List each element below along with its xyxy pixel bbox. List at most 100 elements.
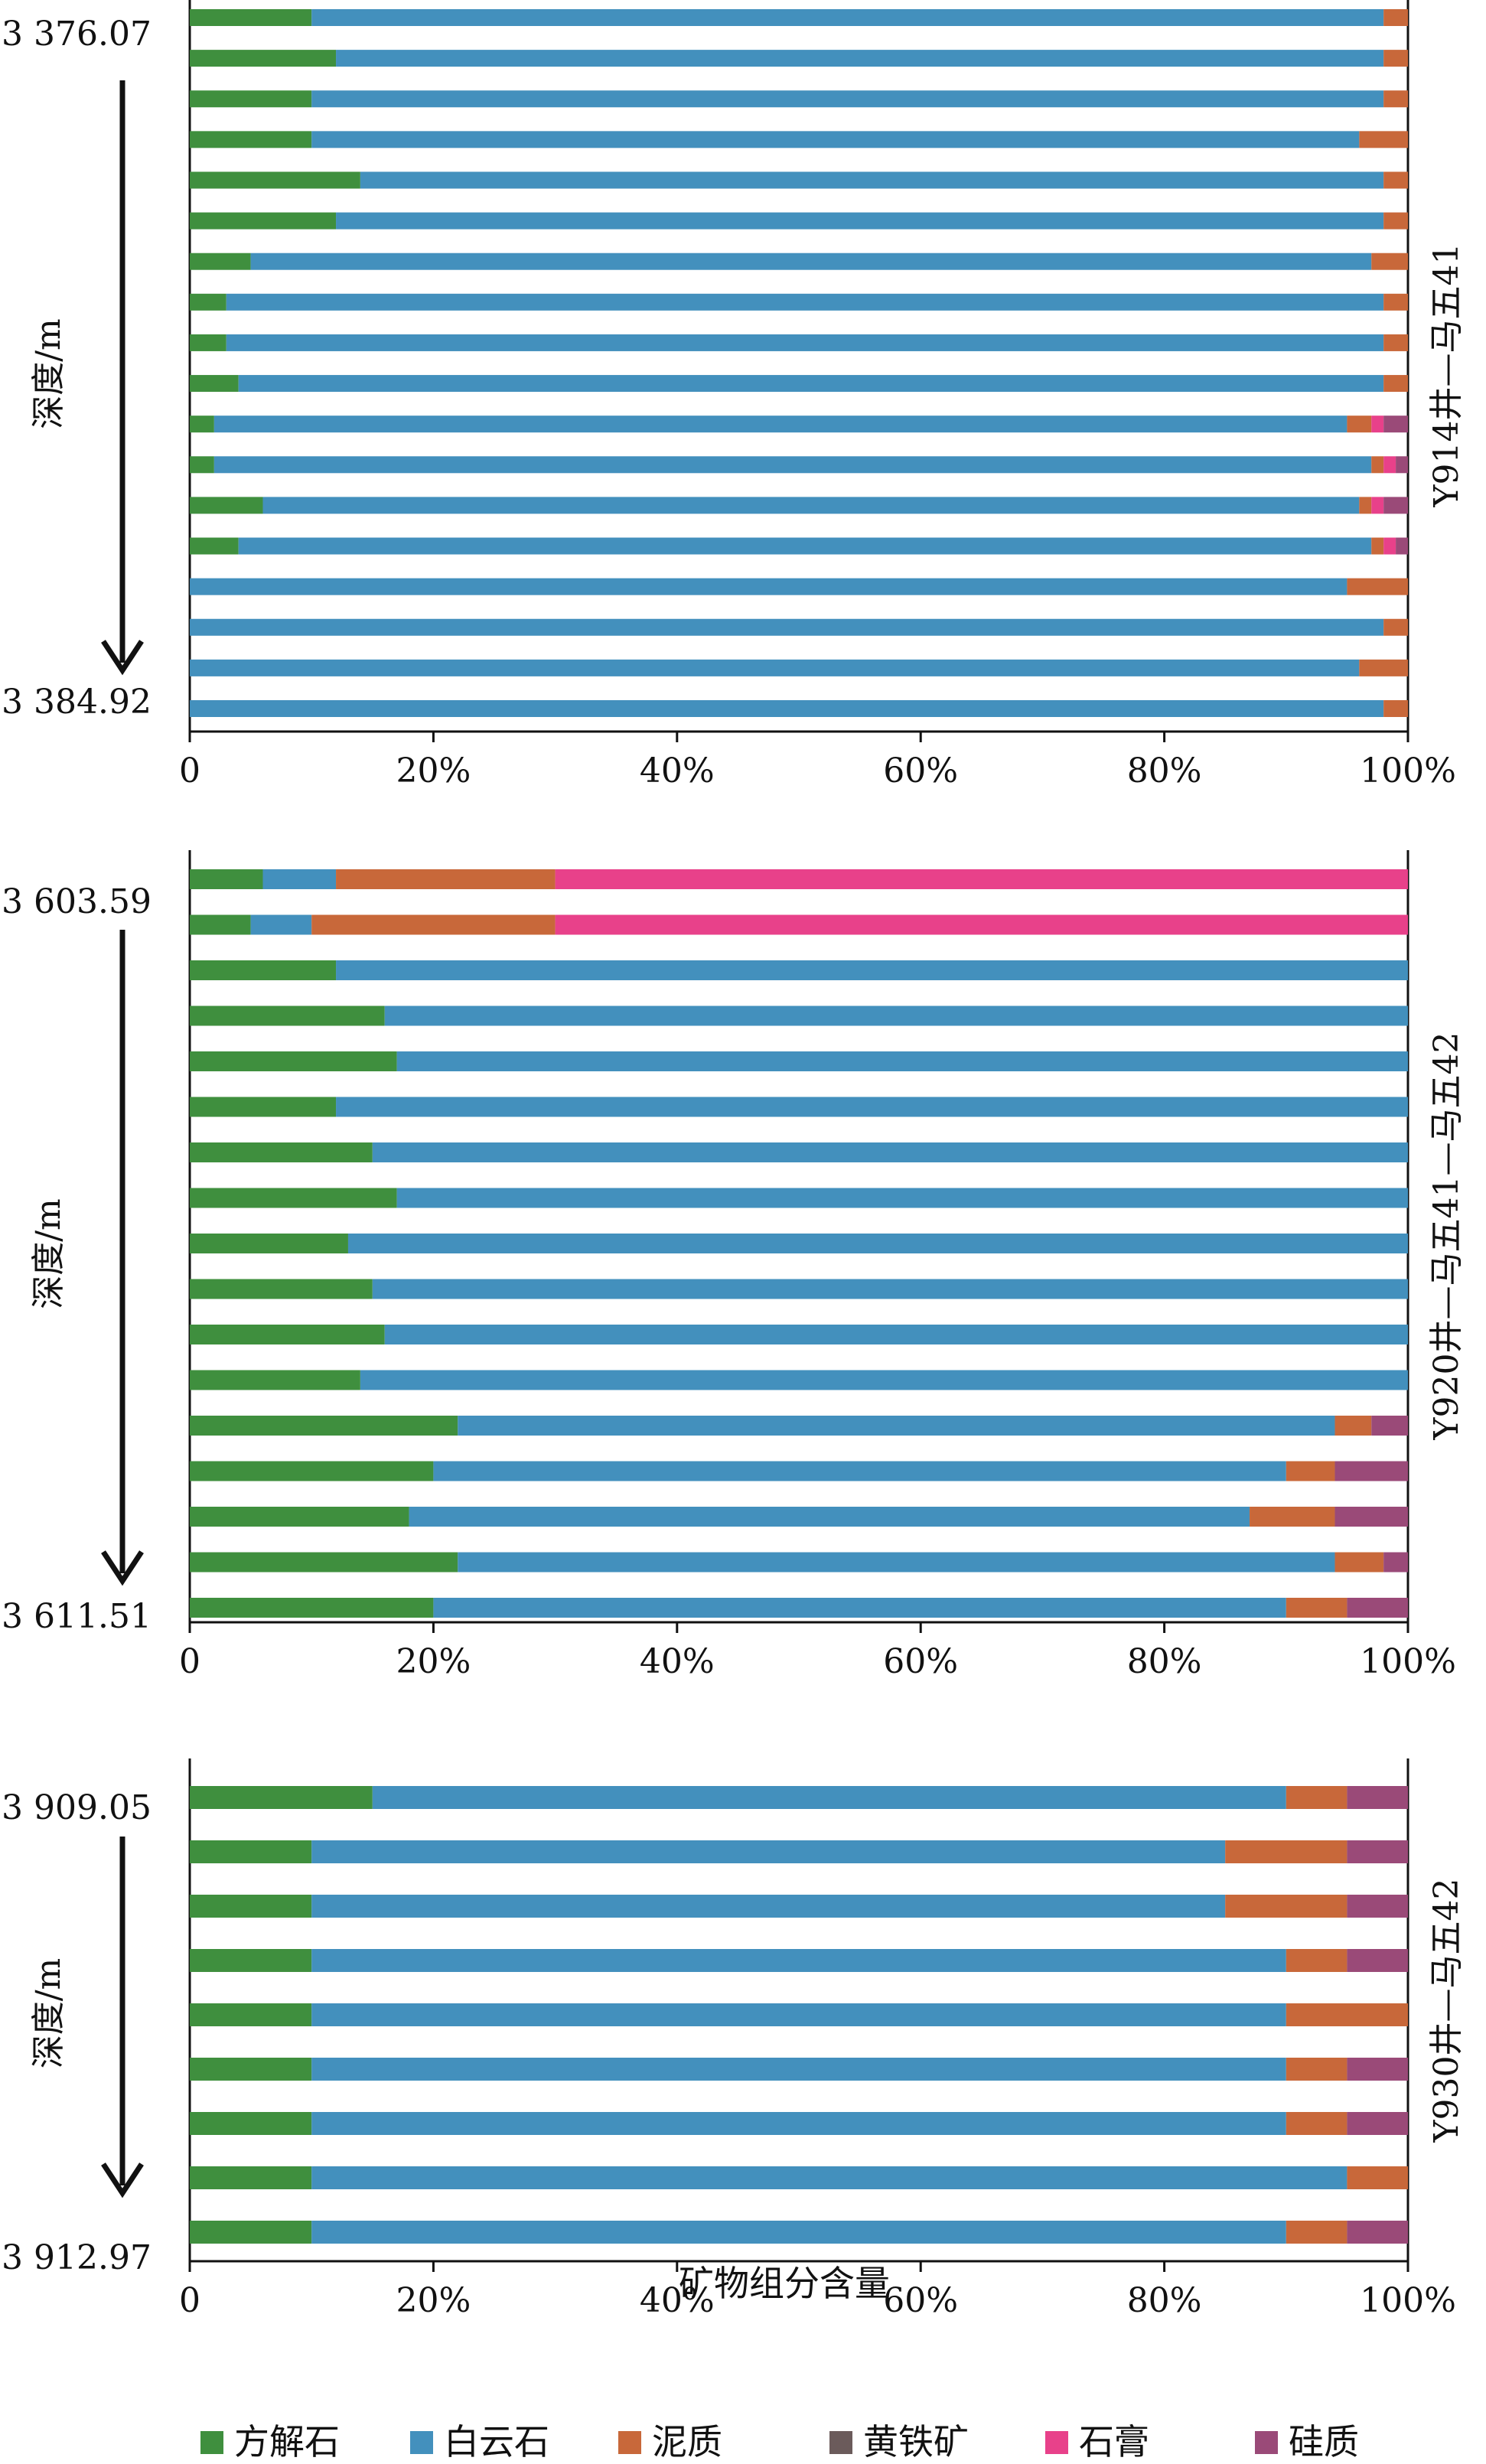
bar-segment-calcite bbox=[190, 1552, 458, 1573]
bar-segment-mudstone bbox=[1286, 2058, 1348, 2081]
bar-segment-dolomite bbox=[433, 1461, 1286, 1481]
bar-segment-gypsum bbox=[1383, 537, 1396, 555]
bar-segment-calcite bbox=[190, 1142, 373, 1162]
bar-segment-calcite bbox=[190, 456, 214, 474]
stacked-bar-row bbox=[190, 497, 1408, 514]
legend-swatch bbox=[618, 2431, 641, 2454]
bar-segment-dolomite bbox=[226, 334, 1384, 351]
bar-segment-dolomite bbox=[372, 1142, 1408, 1162]
bar-segment-mudstone bbox=[1225, 1895, 1348, 1918]
stacked-bar-row bbox=[190, 1097, 1408, 1117]
y-axis-title: 深度/m bbox=[29, 318, 68, 429]
legend-item-calcite: 方解石 bbox=[200, 2421, 340, 2462]
bar-segment-mudstone bbox=[336, 869, 556, 889]
x-tick-label: 80% bbox=[1127, 1642, 1202, 1681]
bar-segment-dolomite bbox=[372, 1786, 1286, 1809]
legend-item-pyrite: 黄铁矿 bbox=[829, 2421, 969, 2462]
depth-top-label: 3 376.07 bbox=[2, 15, 152, 54]
stacked-bar-row bbox=[190, 334, 1408, 351]
bar-segment-dolomite bbox=[336, 1097, 1408, 1117]
legend-label: 白云石 bbox=[444, 2421, 549, 2462]
bar-segment-mudstone bbox=[1347, 2166, 1408, 2189]
stacked-bar-row bbox=[190, 253, 1408, 270]
x-tick-label: 0 bbox=[179, 1642, 200, 1681]
stacked-bar-row bbox=[190, 1461, 1408, 1481]
legend-swatch bbox=[1255, 2431, 1278, 2454]
bar-segment-dolomite bbox=[190, 700, 1384, 717]
bar-segment-dolomite bbox=[336, 212, 1384, 230]
stacked-bar-row bbox=[190, 618, 1408, 636]
bar-segment-mudstone bbox=[1383, 618, 1408, 636]
bar-segment-dolomite bbox=[396, 1051, 1408, 1071]
bar-segment-calcite bbox=[190, 1786, 373, 1809]
stacked-bar-row bbox=[190, 2112, 1408, 2135]
stacked-bar-row bbox=[190, 1188, 1408, 1208]
chart-panels: 0 20% 40% 60% 80% 100% 3 376.07 3 384.92 深度/m Y91… bbox=[2, 0, 1466, 2320]
bar-segment-siliceous bbox=[1334, 1507, 1408, 1527]
stacked-bar-row bbox=[190, 1949, 1408, 1972]
stacked-bar-row bbox=[190, 1051, 1408, 1071]
bar-segment-siliceous bbox=[1347, 1949, 1408, 1972]
x-tick-label: 80% bbox=[1127, 751, 1202, 790]
bar-segment-dolomite bbox=[311, 131, 1360, 148]
bar-segment-dolomite bbox=[250, 914, 312, 935]
bar-segment-siliceous bbox=[1347, 1895, 1408, 1918]
stacked-bar-row bbox=[190, 171, 1408, 189]
bar-segment-dolomite bbox=[360, 171, 1384, 189]
bar-segment-calcite bbox=[190, 50, 337, 67]
bar-segment-dolomite bbox=[250, 253, 1372, 270]
bar-segment-dolomite bbox=[433, 1598, 1286, 1618]
x-tick-label: 100% bbox=[1360, 1642, 1456, 1681]
stacked-bar-row bbox=[190, 537, 1408, 555]
bar-segment-siliceous bbox=[1371, 1416, 1408, 1436]
bar-segment-dolomite bbox=[347, 1234, 1409, 1253]
legend-label: 硅质 bbox=[1289, 2421, 1359, 2462]
bar-segment-siliceous bbox=[1347, 1786, 1408, 1809]
legend-label: 方解石 bbox=[234, 2421, 340, 2462]
bar-segment-calcite bbox=[190, 1188, 397, 1208]
x-axis-title: 矿物组分含量 bbox=[679, 2263, 890, 2304]
stacked-bar-row bbox=[190, 1895, 1408, 1918]
legend-swatch bbox=[200, 2431, 223, 2454]
bar-segment-calcite bbox=[190, 416, 214, 433]
x-tick-label: 20% bbox=[396, 2281, 471, 2320]
x-tick-label: 0 bbox=[179, 751, 200, 790]
bar-segment-mudstone bbox=[1359, 497, 1372, 514]
stacked-bar-row bbox=[190, 2058, 1408, 2081]
x-tick-label: 40% bbox=[640, 2281, 715, 2320]
bar-segment-calcite bbox=[190, 1234, 348, 1253]
bar-segment-calcite bbox=[190, 1097, 337, 1117]
bar-segment-mudstone bbox=[1334, 1552, 1384, 1573]
x-tick-label: 40% bbox=[640, 1642, 715, 1681]
bar-segment-calcite bbox=[190, 1005, 385, 1026]
stacked-bar-row bbox=[190, 2221, 1408, 2244]
legend: 方解石 白云石 泥质 黄铁矿 石膏 硅质 bbox=[200, 2421, 1359, 2462]
stacked-bar-row bbox=[190, 293, 1408, 311]
stacked-bar-row bbox=[190, 90, 1408, 108]
stacked-bar-row bbox=[190, 1370, 1408, 1390]
bar-segment-siliceous bbox=[1347, 1840, 1408, 1863]
bar-segment-mudstone bbox=[1359, 131, 1408, 148]
stacked-bar-row bbox=[190, 1416, 1408, 1436]
bar-segment-dolomite bbox=[262, 497, 1360, 514]
bar-segment-calcite bbox=[190, 131, 312, 148]
bar-segment-calcite bbox=[190, 2221, 312, 2244]
x-tick-label: 80% bbox=[1127, 2281, 1202, 2320]
stacked-bar-row bbox=[190, 456, 1408, 474]
bar-segment-siliceous bbox=[1334, 1461, 1408, 1481]
bar-segment-dolomite bbox=[384, 1325, 1409, 1344]
bar-segment-calcite bbox=[190, 2003, 312, 2026]
panel-1: 0 20% 40% 60% 80% 100% 3 376.07 3 384.92 深度/m Y91… bbox=[2, 0, 1466, 790]
bar-segment-calcite bbox=[190, 1325, 385, 1344]
bar-segment-dolomite bbox=[190, 578, 1348, 595]
legend-item-mudstone: 泥质 bbox=[618, 2421, 722, 2462]
bar-segment-calcite bbox=[190, 1461, 434, 1481]
bar-segment-calcite bbox=[190, 1895, 312, 1918]
bar-segment-calcite bbox=[190, 1949, 312, 1972]
bar-segment-mudstone bbox=[1250, 1507, 1335, 1527]
well-label: Y920井—马五41—马五42 bbox=[1427, 1032, 1466, 1440]
stacked-bar-row bbox=[190, 1507, 1408, 1527]
bar-segment-mudstone bbox=[1334, 1416, 1372, 1436]
bar-segment-dolomite bbox=[190, 618, 1384, 636]
